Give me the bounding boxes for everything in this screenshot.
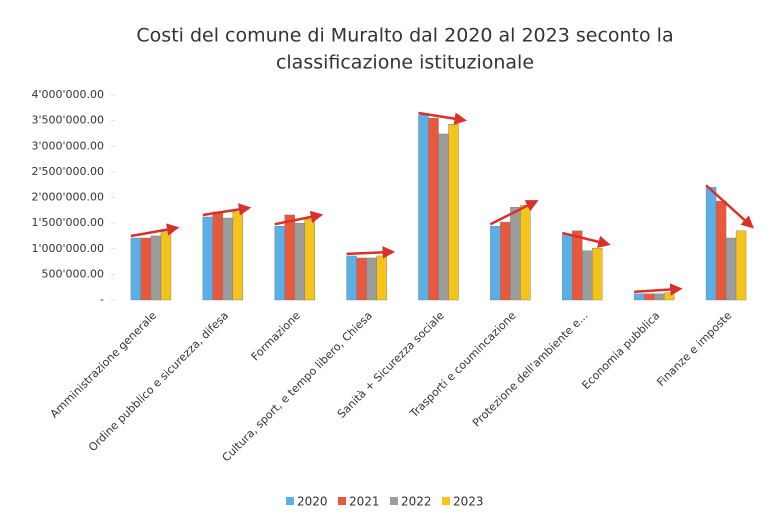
- y-tick-label: 1'000'000.00: [31, 242, 104, 255]
- bar: [735, 230, 747, 301]
- legend-label: 2021: [349, 495, 380, 509]
- legend-label: 2023: [453, 495, 484, 509]
- legend-label: 2022: [401, 495, 432, 509]
- bar: [643, 293, 655, 301]
- bar: [725, 237, 737, 301]
- y-tick-label: 2'500'000.00: [31, 165, 104, 178]
- bar: [294, 222, 305, 301]
- y-tick-label: 4'000'000.00: [31, 88, 104, 101]
- bar: [582, 250, 593, 301]
- y-tick-label: 3'000'000.00: [31, 139, 104, 152]
- bar: [428, 117, 439, 301]
- bar: [304, 218, 315, 301]
- bar: [520, 204, 531, 301]
- bar: [500, 221, 511, 301]
- trend-arrow: [274, 210, 324, 226]
- legend-swatch: [442, 497, 450, 505]
- bar: [562, 234, 573, 301]
- legend-swatch: [338, 497, 346, 505]
- y-tick-label: 500'000.00: [41, 267, 104, 280]
- y-tick-label: -: [100, 293, 104, 306]
- bar: [160, 231, 172, 301]
- bar: [150, 235, 162, 301]
- y-tick-label: 1'500'000.00: [31, 216, 104, 229]
- bar: [438, 133, 449, 301]
- bar: [346, 255, 357, 301]
- bar: [366, 257, 377, 301]
- bar: [212, 211, 224, 301]
- bar: [592, 248, 603, 301]
- trend-arrow: [705, 184, 754, 229]
- bar: [448, 124, 459, 301]
- bar: [202, 216, 214, 301]
- trend-arrow: [418, 111, 467, 125]
- bar: [633, 293, 645, 301]
- chart-title: Costi del comune di Muralto dal 2020 al …: [136, 25, 673, 47]
- bar: [274, 225, 285, 301]
- bar: [705, 187, 717, 301]
- bar: [715, 200, 727, 301]
- trend-arrow: [634, 283, 683, 296]
- bar: [222, 217, 234, 301]
- bar: [130, 237, 142, 301]
- bar: [284, 214, 295, 301]
- legend-label: 2020: [297, 495, 328, 509]
- bar: [418, 114, 429, 301]
- bar: [510, 207, 521, 301]
- trend-arrow: [130, 223, 180, 238]
- legend-swatch: [390, 497, 398, 505]
- trend-arrow: [202, 203, 252, 217]
- bar: [663, 292, 675, 301]
- bar: [356, 257, 367, 301]
- bar: [232, 211, 244, 301]
- bar: [490, 225, 501, 301]
- bar: [653, 293, 665, 301]
- trend-arrow: [489, 200, 539, 226]
- bar: [376, 255, 387, 301]
- y-tick-label: 2'000'000.00: [31, 191, 104, 204]
- bar: [140, 237, 152, 301]
- bar: [572, 230, 583, 301]
- legend-swatch: [286, 497, 294, 505]
- y-tick-label: 3'500'000.00: [31, 114, 104, 127]
- chart-title: classificazione istituzionale: [276, 52, 534, 74]
- trend-arrow: [346, 246, 396, 259]
- trend-arrow: [561, 231, 611, 248]
